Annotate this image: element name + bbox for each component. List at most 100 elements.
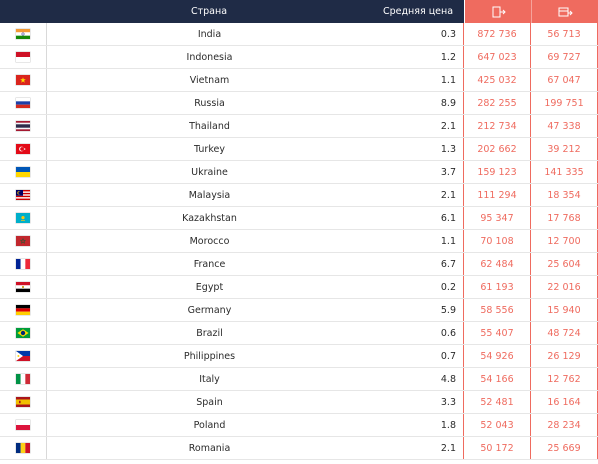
average-price: 1.1: [372, 69, 464, 91]
column-b-header[interactable]: [531, 0, 598, 23]
flag-cell: [0, 414, 46, 436]
column-a-value: 52 481: [464, 391, 531, 413]
average-price: 0.6: [372, 322, 464, 344]
table-row[interactable]: Germany 5.9 58 556 15 940: [0, 299, 598, 322]
column-a-value: 52 043: [464, 414, 531, 436]
poland-flag-icon: [16, 420, 30, 430]
average-price: 6.1: [372, 207, 464, 229]
column-a-value: 282 255: [464, 92, 531, 114]
table-row[interactable]: Malaysia 2.1 111 294 18 354: [0, 184, 598, 207]
column-a-value: 70 108: [464, 230, 531, 252]
flag-cell: [0, 299, 46, 321]
romania-flag-icon: [16, 443, 30, 453]
france-flag-icon: [16, 259, 30, 269]
table-row[interactable]: Morocco 1.1 70 108 12 700: [0, 230, 598, 253]
flag-column-header: [0, 0, 46, 23]
table-row[interactable]: Turkey 1.3 202 662 39 212: [0, 138, 598, 161]
table-row[interactable]: Egypt 0.2 61 193 22 016: [0, 276, 598, 299]
table-row[interactable]: Ukraine 3.7 159 123 141 335: [0, 161, 598, 184]
country-name: Vietnam: [46, 69, 372, 91]
country-name: Philippines: [46, 345, 372, 367]
table-row[interactable]: Philippines 0.7 54 926 26 129: [0, 345, 598, 368]
column-b-value: 25 669: [531, 437, 598, 459]
russia-flag-icon: [16, 98, 30, 108]
table-row[interactable]: India 0.3 872 736 56 713: [0, 23, 598, 46]
column-b-value: 47 338: [531, 115, 598, 137]
egypt-flag-icon: [16, 282, 30, 292]
table-row[interactable]: Poland 1.8 52 043 28 234: [0, 414, 598, 437]
table-row[interactable]: Spain 3.3 52 481 16 164: [0, 391, 598, 414]
table-row[interactable]: Russia 8.9 282 255 199 751: [0, 92, 598, 115]
table-row[interactable]: Romania 2.1 50 172 25 669: [0, 437, 598, 460]
flag-cell: [0, 69, 46, 91]
column-a-value: 202 662: [464, 138, 531, 160]
flag-cell: [0, 230, 46, 252]
column-b-value: 69 727: [531, 46, 598, 68]
table-row[interactable]: Vietnam 1.1 425 032 67 047: [0, 69, 598, 92]
column-b-value: 141 335: [531, 161, 598, 183]
flag-cell: [0, 23, 46, 45]
column-a-value: 159 123: [464, 161, 531, 183]
column-b-value: 22 016: [531, 276, 598, 298]
table-row[interactable]: Indonesia 1.2 647 023 69 727: [0, 46, 598, 69]
column-b-value: 199 751: [531, 92, 598, 114]
flag-cell: [0, 276, 46, 298]
flag-cell: [0, 207, 46, 229]
column-a-value: 62 484: [464, 253, 531, 275]
table-row[interactable]: Kazakhstan 6.1 95 347 17 768: [0, 207, 598, 230]
indonesia-flag-icon: [16, 52, 30, 62]
average-price: 2.1: [372, 437, 464, 459]
kazakhstan-flag-icon: [16, 213, 30, 223]
germany-flag-icon: [16, 305, 30, 315]
average-price: 2.1: [372, 184, 464, 206]
price-column-header[interactable]: Средняя цена: [382, 6, 454, 17]
column-b-value: 16 164: [531, 391, 598, 413]
column-b-value: 26 129: [531, 345, 598, 367]
average-price: 3.3: [372, 391, 464, 413]
column-a-value: 95 347: [464, 207, 531, 229]
average-price: 2.1: [372, 115, 464, 137]
india-flag-icon: [16, 29, 30, 39]
table-row[interactable]: Italy 4.8 54 166 12 762: [0, 368, 598, 391]
country-name: Brazil: [46, 322, 372, 344]
column-a-value: 58 556: [464, 299, 531, 321]
column-b-value: 39 212: [531, 138, 598, 160]
column-a-header[interactable]: [464, 0, 531, 23]
bookmark-arrow-icon: [492, 6, 506, 17]
column-a-value: 212 734: [464, 115, 531, 137]
table-row[interactable]: Thailand 2.1 212 734 47 338: [0, 115, 598, 138]
country-name: Spain: [46, 391, 372, 413]
country-column-header[interactable]: Страна: [190, 6, 228, 17]
column-b-value: 48 724: [531, 322, 598, 344]
column-a-value: 425 032: [464, 69, 531, 91]
card-arrow-icon: [558, 7, 573, 16]
turkey-flag-icon: [16, 144, 30, 154]
philippines-flag-icon: [16, 351, 30, 361]
average-price: 8.9: [372, 92, 464, 114]
table-row[interactable]: Brazil 0.6 55 407 48 724: [0, 322, 598, 345]
column-a-value: 647 023: [464, 46, 531, 68]
table-row[interactable]: France 6.7 62 484 25 604: [0, 253, 598, 276]
country-name: France: [46, 253, 372, 275]
brazil-flag-icon: [16, 328, 30, 338]
flag-cell: [0, 345, 46, 367]
average-price: 1.8: [372, 414, 464, 436]
country-name: Kazakhstan: [46, 207, 372, 229]
malaysia-flag-icon: [16, 190, 30, 200]
country-name: Ukraine: [46, 161, 372, 183]
column-a-value: 61 193: [464, 276, 531, 298]
country-name: Indonesia: [46, 46, 372, 68]
country-name: Thailand: [46, 115, 372, 137]
column-a-value: 50 172: [464, 437, 531, 459]
table-header: Страна Средняя цена: [0, 0, 598, 23]
average-price: 3.7: [372, 161, 464, 183]
column-b-value: 12 762: [531, 368, 598, 390]
column-b-value: 18 354: [531, 184, 598, 206]
column-a-value: 872 736: [464, 23, 531, 45]
column-b-value: 25 604: [531, 253, 598, 275]
column-b-value: 56 713: [531, 23, 598, 45]
average-price: 0.3: [372, 23, 464, 45]
flag-cell: [0, 46, 46, 68]
country-name: Poland: [46, 414, 372, 436]
